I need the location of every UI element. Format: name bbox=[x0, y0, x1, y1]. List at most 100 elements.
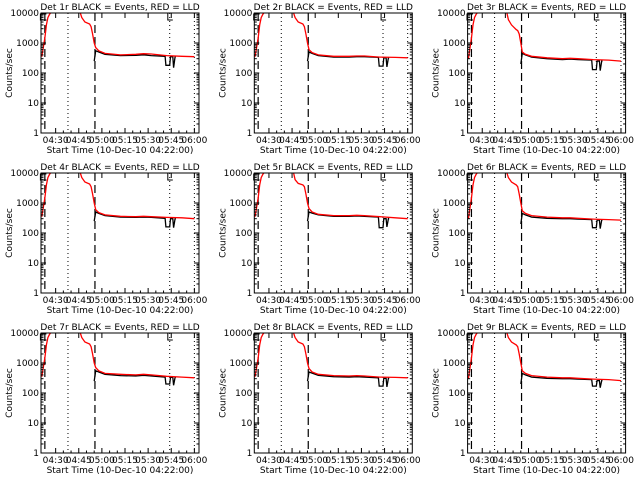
y-tick-label: 100 bbox=[448, 389, 465, 399]
y-axis-label: Counts/sec bbox=[432, 208, 442, 258]
panel: 1 10 100 1000 10000 04:3004:4505:0005:1505:30… bbox=[218, 323, 421, 476]
y-tick-label: 10000 bbox=[10, 9, 39, 19]
y-tick-label: 10000 bbox=[437, 329, 466, 339]
plot-frame bbox=[253, 12, 413, 134]
x-tick-label: 05:15 bbox=[112, 456, 138, 466]
y-axis-label: Counts/sec bbox=[5, 48, 15, 98]
y-tick-label: 100 bbox=[22, 69, 39, 79]
y-tick-label: 10000 bbox=[224, 169, 253, 179]
x-tick-label: 05:45 bbox=[372, 136, 398, 146]
x-tick-label: 05:45 bbox=[585, 456, 611, 466]
y-tick-label: 1 bbox=[460, 289, 466, 299]
lld-series-line bbox=[467, 333, 622, 382]
plot-frame bbox=[467, 12, 627, 134]
x-tick-label: 05:30 bbox=[562, 296, 588, 306]
bracket-mark bbox=[380, 12, 387, 21]
y-axis-label: Counts/sec bbox=[218, 368, 228, 418]
y-tick-label: 1000 bbox=[443, 199, 466, 209]
y-tick-label: 10 bbox=[241, 259, 253, 269]
y-tick-label: 10000 bbox=[224, 329, 253, 339]
x-tick-label: 04:45 bbox=[279, 456, 305, 466]
x-tick-label: 04:45 bbox=[66, 296, 92, 306]
x-tick-label: 06:00 bbox=[395, 136, 421, 146]
x-tick-label: 05:00 bbox=[516, 296, 542, 306]
x-tick-label: 05:00 bbox=[302, 136, 328, 146]
lld-series-line bbox=[41, 173, 195, 220]
y-tick-label: 1000 bbox=[443, 39, 466, 49]
plot-frame bbox=[40, 172, 200, 294]
x-axis-label: Start Time (10-Dec-10 04:22:00) bbox=[473, 466, 620, 476]
x-tick-label: 05:30 bbox=[562, 136, 588, 146]
x-tick-label: 06:00 bbox=[608, 296, 634, 306]
y-axis-label: Counts/sec bbox=[5, 368, 15, 418]
events-series-line bbox=[520, 372, 603, 388]
x-axis-label: Start Time (10-Dec-10 04:22:00) bbox=[473, 306, 620, 316]
x-tick-label: 04:45 bbox=[279, 296, 305, 306]
x-tick-label: 05:30 bbox=[135, 296, 161, 306]
x-tick-label: 05:30 bbox=[348, 456, 374, 466]
x-tick-label: 05:15 bbox=[539, 456, 565, 466]
x-tick-label: 05:45 bbox=[158, 296, 184, 306]
panel-title: Det 2r BLACK = Events, RED = LLD bbox=[254, 3, 413, 13]
y-tick-label: 100 bbox=[235, 69, 252, 79]
y-tick-label: 10000 bbox=[437, 169, 466, 179]
y-tick-label: 1000 bbox=[229, 199, 252, 209]
y-axis-label: Counts/sec bbox=[432, 48, 442, 98]
y-tick-label: 10000 bbox=[10, 329, 39, 339]
x-tick-label: 06:00 bbox=[608, 456, 634, 466]
y-tick-label: 1000 bbox=[229, 359, 252, 369]
y-tick-label: 10000 bbox=[224, 9, 253, 19]
events-series-line bbox=[93, 211, 176, 228]
events-series-line bbox=[520, 52, 603, 71]
y-tick-label: 10 bbox=[28, 419, 40, 429]
x-axis-label: Start Time (10-Dec-10 04:22:00) bbox=[47, 146, 194, 156]
x-tick-label: 05:45 bbox=[158, 136, 184, 146]
x-tick-label: 05:45 bbox=[372, 456, 398, 466]
y-tick-label: 1 bbox=[247, 449, 253, 459]
events-series-line bbox=[306, 371, 390, 388]
bracket-mark bbox=[380, 172, 387, 181]
x-tick-label: 05:30 bbox=[135, 456, 161, 466]
plot-frame bbox=[467, 172, 627, 294]
panel-title: Det 8r BLACK = Events, RED = LLD bbox=[254, 323, 413, 333]
plot-frame bbox=[253, 172, 413, 294]
events-series-line bbox=[520, 212, 603, 229]
y-tick-label: 100 bbox=[448, 69, 465, 79]
panel-title: Det 6r BLACK = Events, RED = LLD bbox=[467, 163, 626, 173]
x-axis-label: Start Time (10-Dec-10 04:22:00) bbox=[260, 146, 407, 156]
x-tick-label: 05:30 bbox=[562, 456, 588, 466]
x-tick-label: 05:00 bbox=[302, 456, 328, 466]
panel-title: Det 9r BLACK = Events, RED = LLD bbox=[467, 323, 626, 333]
x-tick-label: 05:00 bbox=[516, 456, 542, 466]
x-tick-label: 05:30 bbox=[348, 296, 374, 306]
panel: 1 10 100 1000 10000 04:3004:4505:0005:1505:30… bbox=[432, 163, 635, 316]
x-tick-label: 04:30 bbox=[256, 296, 282, 306]
y-tick-label: 100 bbox=[235, 389, 252, 399]
x-tick-label: 06:00 bbox=[395, 296, 421, 306]
y-tick-label: 10 bbox=[28, 259, 40, 269]
y-tick-label: 100 bbox=[448, 229, 465, 239]
panel: 1 10 100 1000 10000 04:3004:4505:0005:1505:30… bbox=[432, 3, 635, 156]
x-tick-label: 04:30 bbox=[256, 136, 282, 146]
x-tick-label: 04:45 bbox=[492, 456, 518, 466]
x-tick-label: 04:30 bbox=[43, 136, 69, 146]
x-tick-label: 05:00 bbox=[516, 136, 542, 146]
panel-title: Det 3r BLACK = Events, RED = LLD bbox=[467, 3, 626, 13]
x-tick-label: 04:45 bbox=[66, 136, 92, 146]
y-tick-label: 1 bbox=[33, 129, 39, 139]
y-tick-label: 10 bbox=[28, 99, 40, 109]
x-tick-label: 05:15 bbox=[112, 296, 138, 306]
y-axis-label: Counts/sec bbox=[5, 208, 15, 258]
plot-frame bbox=[40, 332, 200, 454]
x-tick-label: 05:45 bbox=[585, 136, 611, 146]
x-tick-label: 04:30 bbox=[469, 296, 495, 306]
x-tick-label: 05:15 bbox=[325, 136, 351, 146]
lld-series-line bbox=[254, 173, 408, 220]
y-tick-label: 10 bbox=[454, 99, 466, 109]
x-tick-label: 05:45 bbox=[585, 296, 611, 306]
panel-title: Det 5r BLACK = Events, RED = LLD bbox=[254, 163, 413, 173]
bracket-mark bbox=[167, 172, 173, 181]
panel: 1 10 100 1000 10000 04:3004:4505:0005:1505:30… bbox=[5, 3, 208, 156]
panel: 1 10 100 1000 10000 04:3004:4505:0005:1505:30… bbox=[5, 163, 208, 316]
x-tick-label: 04:30 bbox=[43, 456, 69, 466]
